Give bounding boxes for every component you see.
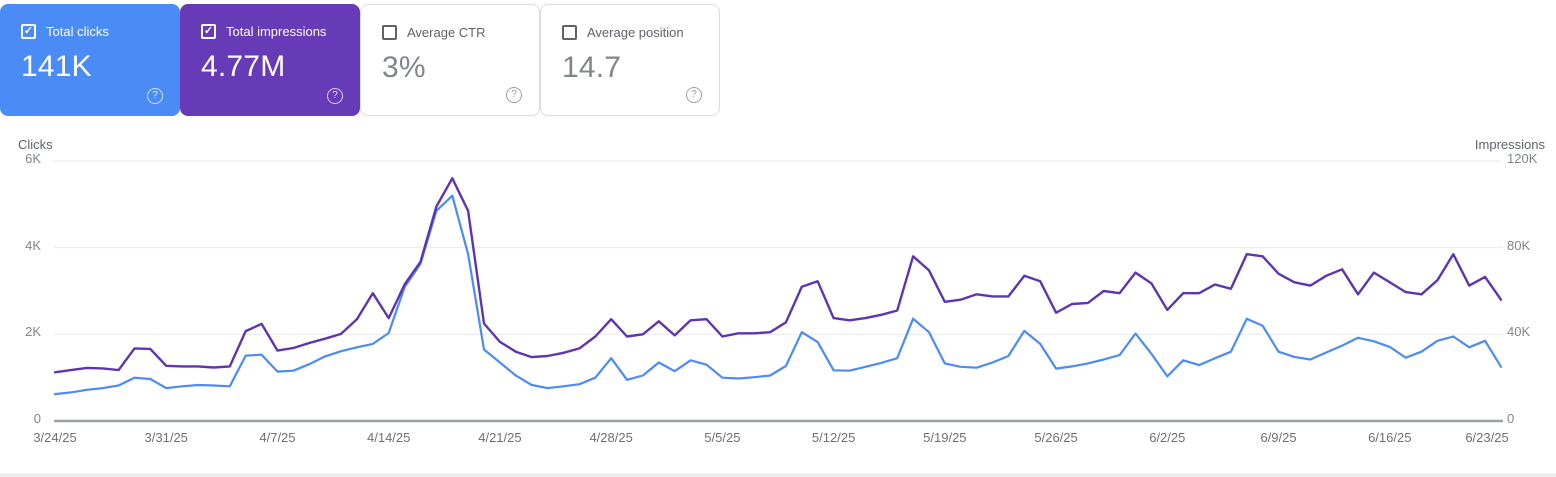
metric-card-average-position[interactable]: Average position 14.7? (540, 4, 720, 116)
impressions-line-series[interactable] (53, 177, 1503, 374)
metric-value: 4.77M (201, 50, 286, 83)
clicks-line-series[interactable] (53, 194, 1503, 396)
metric-label: Average CTR (407, 25, 486, 40)
help-icon[interactable]: ? (147, 88, 163, 104)
metric-value: 14.7 (562, 51, 622, 84)
metric-value: 141K (21, 50, 92, 83)
metric-label: Total clicks (46, 24, 109, 39)
help-icon[interactable]: ? (686, 87, 702, 103)
metric-label: Average position (587, 25, 684, 40)
section-divider (0, 473, 1556, 477)
metric-card-total-impressions[interactable]: ✓ Total impressions 4.77M? (180, 4, 360, 116)
metric-card-total-clicks[interactable]: ✓ Total clicks 141K? (0, 4, 180, 116)
checked-checkbox-icon[interactable]: ✓ (201, 24, 216, 39)
metric-card-average-ctr[interactable]: Average CTR 3%? (360, 4, 540, 116)
unchecked-checkbox-icon[interactable] (382, 25, 397, 40)
metric-cards: ✓ Total clicks 141K? ✓ Total impressions 4.77… (0, 4, 720, 116)
help-icon[interactable]: ? (327, 88, 343, 104)
metric-label: Total impressions (226, 24, 327, 39)
help-icon[interactable]: ? (506, 87, 522, 103)
unchecked-checkbox-icon[interactable] (562, 25, 577, 40)
checked-checkbox-icon[interactable]: ✓ (21, 24, 36, 39)
metric-value: 3% (382, 51, 426, 84)
